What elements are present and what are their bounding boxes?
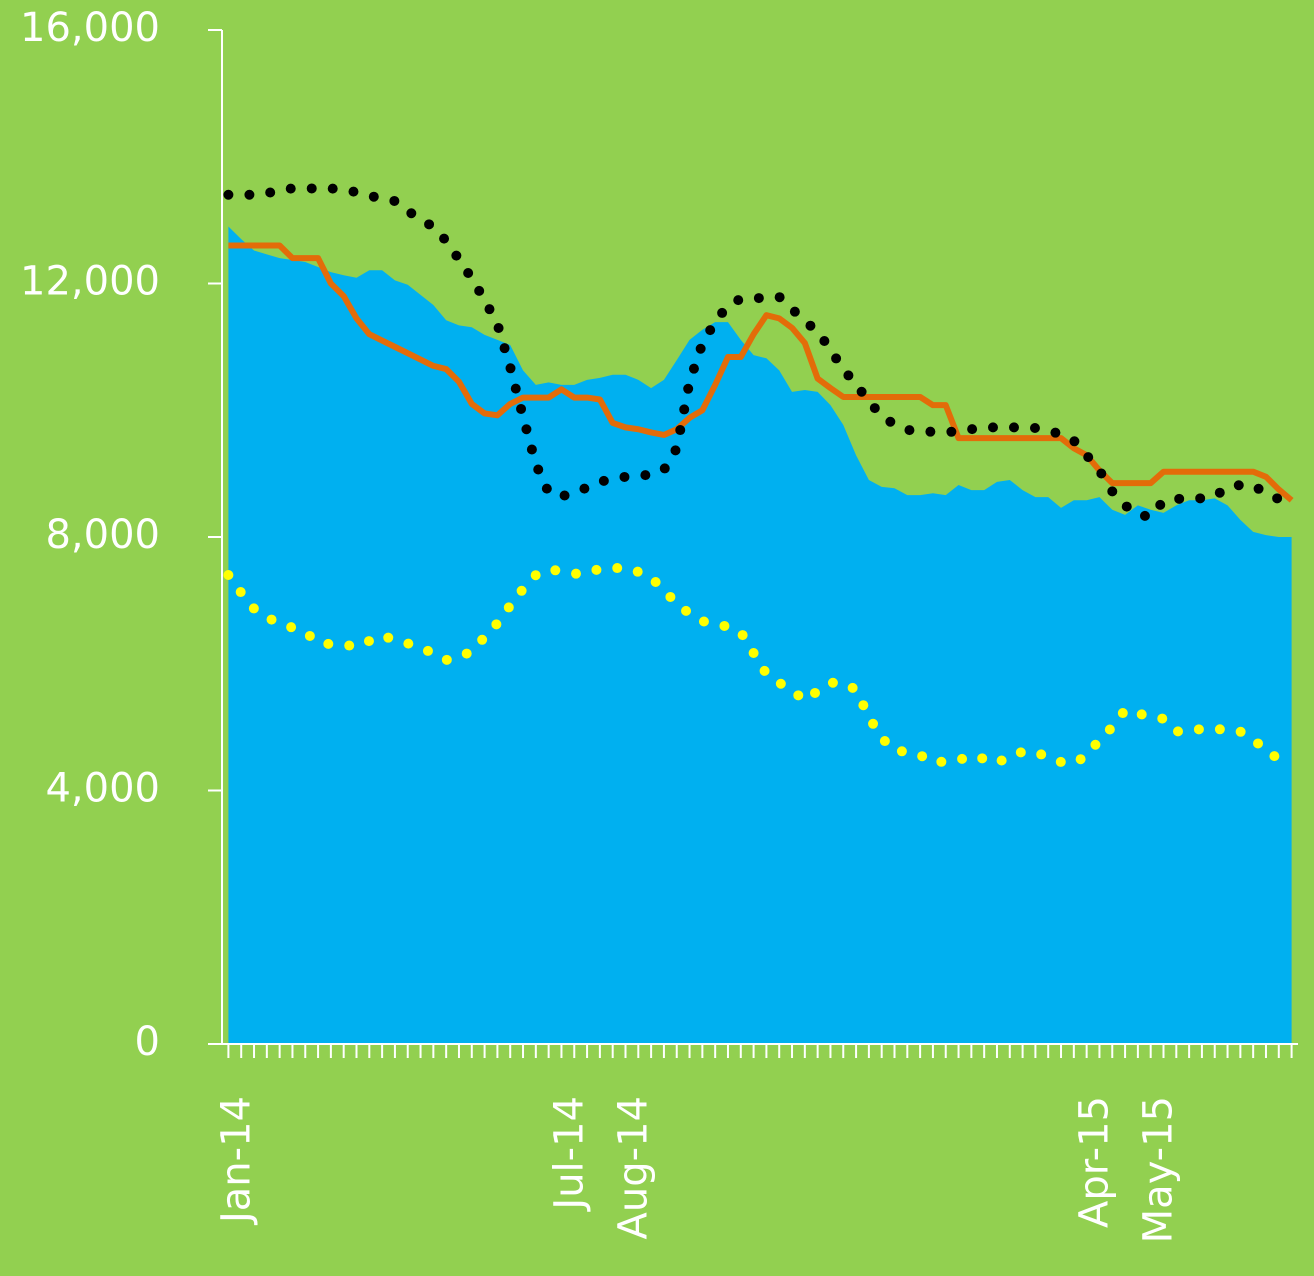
y-tick-label: 12,000 <box>20 259 160 305</box>
x-tick-label: Jul-14 <box>546 1096 592 1213</box>
line <box>228 242 1294 503</box>
x-tick-label: Aug-14 <box>611 1096 657 1239</box>
x-tick-label: May-15 <box>1136 1096 1182 1243</box>
x-tick-label: Apr-15 <box>1072 1096 1118 1228</box>
y-tick-label: 16,000 <box>20 5 160 51</box>
y-tick-label: 0 <box>135 1019 160 1065</box>
area <box>228 226 1292 1044</box>
y-tick-label: 4,000 <box>45 766 160 812</box>
x-tick-label: Jan-14 <box>213 1096 259 1226</box>
y-tick-label: 8,000 <box>45 512 160 558</box>
dotted-line <box>223 563 1284 769</box>
dotted-line <box>223 183 1297 523</box>
